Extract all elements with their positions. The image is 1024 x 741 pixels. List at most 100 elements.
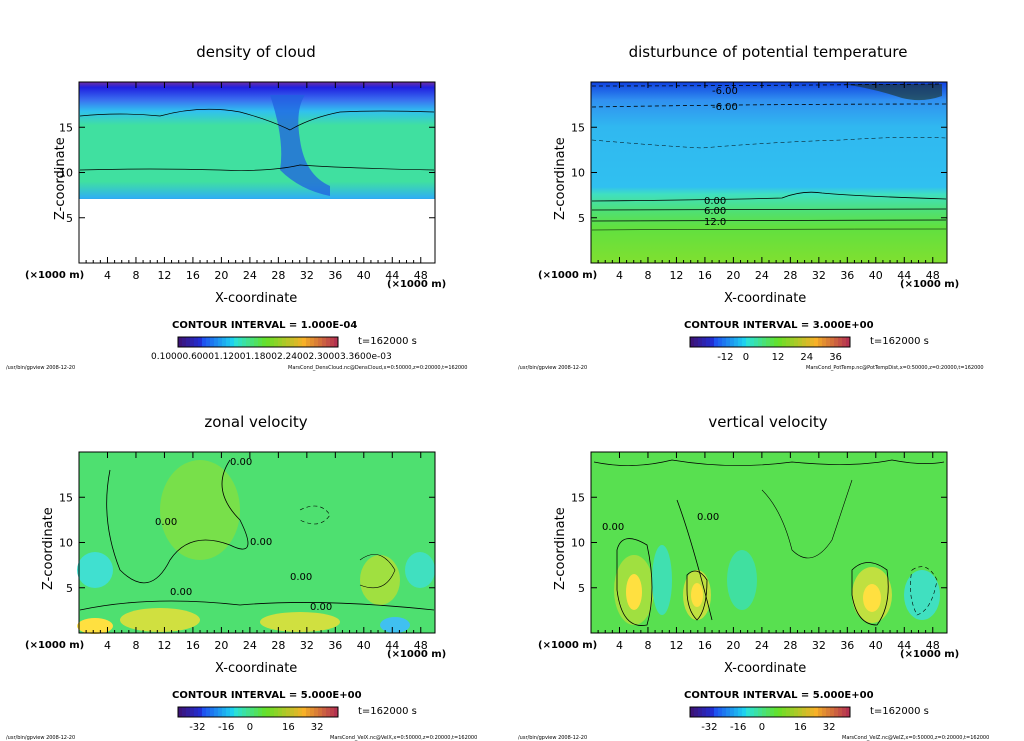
footer-left: /usr/bin/gpview 2008-12-20 xyxy=(518,365,588,371)
y-axis-label: Z-coordinate xyxy=(41,507,56,590)
contour-label: 0.00 xyxy=(290,572,312,583)
x-tick-label: 28 xyxy=(271,269,285,282)
field-blob xyxy=(380,617,410,633)
panel-potential-temperature: disturbunce of potential temperature -6.… xyxy=(512,0,1024,371)
field-blob xyxy=(691,583,703,607)
colorbar-tick-label: 16 xyxy=(282,722,295,733)
contour-line xyxy=(851,562,889,626)
x-tick-label: 4 xyxy=(616,639,623,652)
x-tick-label: 40 xyxy=(869,269,883,282)
x-axis-label: X-coordinate xyxy=(215,291,298,306)
y-tick-label: 15 xyxy=(571,491,585,504)
contour-dashed-mid xyxy=(591,137,947,149)
x-tick-label: 16 xyxy=(698,639,712,652)
y-tick-label: 5 xyxy=(578,582,585,595)
y-axis-label: Z-coordinate xyxy=(553,507,568,590)
x-tick-label: 20 xyxy=(726,639,740,652)
x-ticks: 4 8 12 16 20 24 28 32 36 40 44 48 xyxy=(85,452,428,652)
x-unit-left: (×1000 m) xyxy=(25,270,85,281)
x-tick-label: 24 xyxy=(755,639,769,652)
contour-label: 6.00 xyxy=(704,206,726,217)
x-tick-label: 20 xyxy=(214,639,228,652)
contour-label: 12.0 xyxy=(704,217,726,228)
x-ticks: 4 8 12 16 20 24 28 32 36 40 44 48 xyxy=(85,82,428,282)
field-blob xyxy=(863,584,881,612)
contour-line xyxy=(761,479,853,559)
contour-label: -6.00 xyxy=(712,102,738,113)
contour-line xyxy=(359,554,396,589)
colorbar-tick-label: 36 xyxy=(829,352,842,363)
panel-vertical-velocity: vertical velocity 0.00 0.00 4 8 12 16 20 24 28… xyxy=(512,370,1024,741)
time-label: t=162000 s xyxy=(870,336,929,347)
contour-label: 0.00 xyxy=(155,517,177,528)
colorbar-tick-label: 0 xyxy=(246,722,254,733)
x-tick-label: 36 xyxy=(840,639,854,652)
colorbar-tick-label: 32 xyxy=(822,722,836,733)
colorbar-tick-label: 0 xyxy=(742,352,750,363)
x-tick-label: 12 xyxy=(157,639,171,652)
x-tick-label: 16 xyxy=(186,269,200,282)
footer-right: MarsCond_PotTemp.nc@PotTempDist,x=0:5000… xyxy=(806,365,984,371)
colorbar-tick-label: 32 xyxy=(310,722,324,733)
panel-density-of-cloud: density of cloud 4 8 12 16 20 24 28 32 36 40 44 48 xyxy=(0,0,512,371)
x-tick-label: 44 xyxy=(385,269,399,282)
x-tick-label: 20 xyxy=(214,269,228,282)
footer-right: MarsCond_DensCloud.nc@DensCloud,x=0:5000… xyxy=(288,365,468,371)
footer-right: MarsCond_VelZ.nc@VelZ,x=0:50000,z=0:2000… xyxy=(842,735,990,741)
y-tick-label: 10 xyxy=(59,167,73,180)
contour-label: 0.00 xyxy=(697,512,719,523)
field-blob xyxy=(77,552,113,588)
x-tick-label: 32 xyxy=(300,269,314,282)
y-ticks: 5 10 15 xyxy=(571,491,947,595)
y-tick-label: 10 xyxy=(59,537,73,550)
contour-minus6-upper xyxy=(591,103,947,108)
time-label: t=162000 s xyxy=(358,706,417,717)
contour-minus6-top xyxy=(591,83,943,87)
y-tick-label: 10 xyxy=(571,537,585,550)
colorbar-tick-label: -32 xyxy=(701,722,718,733)
colorbar-tick-label: 24 xyxy=(800,352,814,363)
contour-label: 0.00 xyxy=(310,602,332,613)
x-tick-label: 28 xyxy=(271,639,285,652)
x-unit-left: (×1000 m) xyxy=(25,640,85,651)
contour-label: 0.00 xyxy=(602,522,624,533)
y-tick-label: 15 xyxy=(59,121,73,134)
x-tick-label: 44 xyxy=(897,639,911,652)
y-tick-label: 5 xyxy=(578,212,585,225)
x-tick-label: 12 xyxy=(669,269,683,282)
x-tick-label: 16 xyxy=(186,639,200,652)
field-blob xyxy=(360,555,400,605)
chart-title: density of cloud xyxy=(196,43,316,61)
x-tick-label: 4 xyxy=(104,639,111,652)
footer-left: /usr/bin/gpview 2008-12-20 xyxy=(6,735,76,741)
colorbar-tick-label: -12 xyxy=(717,352,734,363)
x-axis-label: X-coordinate xyxy=(724,661,807,676)
colorbar-tick-label: 16 xyxy=(794,722,807,733)
contour-12 xyxy=(591,219,947,222)
contour-label: 0.00 xyxy=(704,196,726,207)
x-tick-label: 4 xyxy=(104,269,111,282)
x-unit-left: (×1000 m) xyxy=(538,270,598,281)
x-tick-label: 8 xyxy=(132,269,139,282)
x-tick-label: 40 xyxy=(869,639,883,652)
lower-clear-region xyxy=(79,199,435,263)
x-tick-label: 44 xyxy=(897,269,911,282)
x-tick-label: 40 xyxy=(357,269,371,282)
contour-zero xyxy=(591,191,947,202)
y-ticks: 5 10 15 xyxy=(571,121,947,225)
x-tick-label: 32 xyxy=(812,639,826,652)
x-tick-label: 8 xyxy=(644,639,651,652)
x-tick-label: 4 xyxy=(616,269,623,282)
contour-line xyxy=(616,499,713,626)
x-tick-label: 24 xyxy=(243,269,257,282)
x-tick-label: 16 xyxy=(698,269,712,282)
x-tick-label: 24 xyxy=(243,639,257,652)
contour-6 xyxy=(591,208,947,211)
contour-upper xyxy=(79,108,435,131)
contour-interval: CONTOUR INTERVAL = 5.000E+00 xyxy=(684,690,874,701)
contour-label: 0.00 xyxy=(250,537,272,548)
y-tick-label: 5 xyxy=(66,582,73,595)
field-blob xyxy=(405,552,435,588)
